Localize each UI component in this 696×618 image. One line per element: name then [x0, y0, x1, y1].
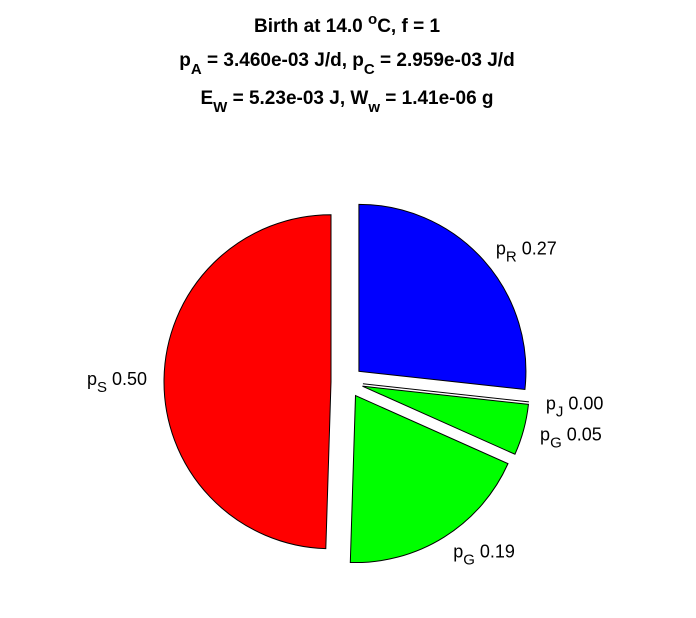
pie-slice: [163, 214, 332, 550]
label-value: 0.05: [567, 424, 602, 444]
title-segment: C: [364, 61, 375, 78]
slice-label: pG 0.19: [453, 541, 515, 568]
title-segment: = 1.41e-06 g: [380, 88, 494, 109]
chart-title: pA = 3.460e-03 J/d, pC = 2.959e-03 J/d: [179, 50, 514, 78]
label-subscript: R: [506, 248, 517, 265]
label-name: p: [496, 238, 506, 258]
label-subscript: J: [556, 404, 564, 421]
title-segment: W: [213, 99, 228, 116]
title-segment: w: [367, 99, 380, 116]
slice-label: pS 0.50: [87, 369, 147, 396]
pie-slice: [362, 385, 530, 455]
title-segment: = 3.460e-03 J/d, p: [202, 50, 364, 71]
label-name: p: [453, 541, 463, 561]
label-subscript: G: [550, 434, 562, 451]
pie-slice: [358, 203, 527, 391]
label-subscript: G: [463, 551, 475, 568]
title-segment: A: [191, 61, 202, 78]
slice-label: pJ 0.00: [546, 394, 604, 421]
title-segment: C, f = 1: [377, 16, 440, 37]
title-segment: E: [200, 88, 213, 109]
title-segment: = 2.959e-03 J/d: [375, 50, 515, 71]
label-value: 0.19: [480, 541, 515, 561]
label-subscript: S: [97, 379, 107, 396]
label-value: 0.50: [112, 369, 147, 389]
title-segment: = 5.23e-03 J, W: [227, 88, 368, 109]
slice-label: pR 0.27: [496, 238, 557, 265]
title-segment: o: [368, 11, 377, 28]
chart-title: Birth at 14.0 oC, f = 1: [254, 11, 440, 37]
chart-title: EW = 5.23e-03 J, Ww = 1.41e-06 g: [200, 88, 493, 116]
title-segment: Birth at 14.0: [254, 16, 368, 37]
title-segment: p: [179, 50, 191, 71]
label-name: p: [87, 369, 97, 389]
pie-slice: [349, 394, 509, 563]
slice-label: pG 0.05: [540, 424, 602, 451]
label-name: p: [540, 424, 550, 444]
label-name: p: [546, 394, 556, 414]
label-value: 0.00: [568, 394, 603, 414]
label-value: 0.27: [522, 238, 557, 258]
